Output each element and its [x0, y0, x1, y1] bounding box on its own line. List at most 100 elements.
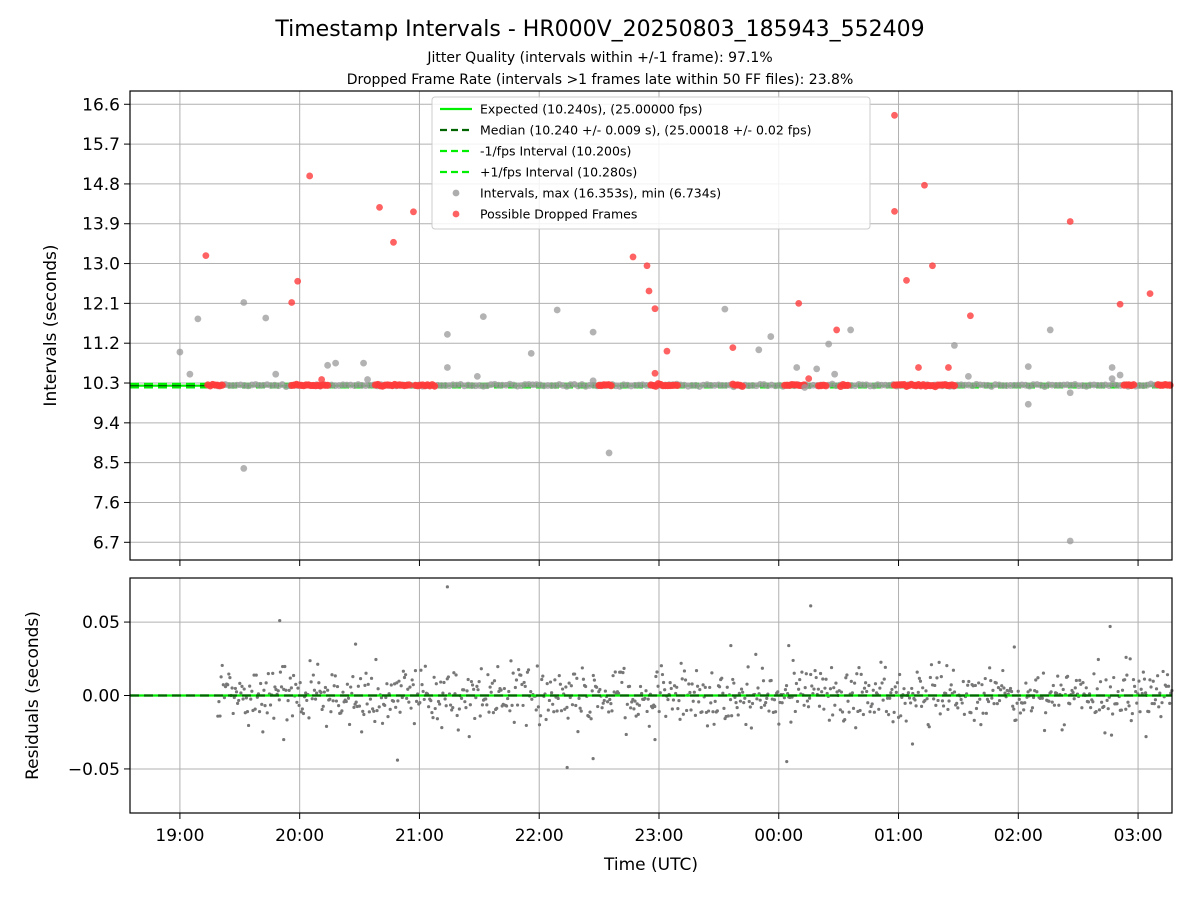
interval-point [1108, 375, 1116, 382]
residual-point [271, 671, 275, 675]
residual-point [1031, 695, 1036, 700]
residual-point [1103, 731, 1107, 735]
residual-point [1012, 707, 1016, 711]
residual-outlier-point [729, 643, 733, 648]
residual-point [1128, 657, 1132, 661]
residual-point [745, 682, 749, 686]
residual-point [1061, 687, 1065, 692]
residual-point [773, 710, 778, 714]
residual-point [726, 714, 730, 718]
residual-outlier-point [591, 757, 595, 761]
residual-point [1080, 706, 1084, 710]
residual-point [978, 697, 982, 701]
residual-point [701, 683, 705, 687]
residual-point [253, 707, 257, 711]
dropped-frame-point [376, 203, 383, 211]
residual-point [713, 699, 717, 703]
residual-point [860, 690, 864, 694]
residual-point [315, 691, 319, 695]
residual-point [868, 710, 872, 714]
residual-point [1131, 677, 1136, 682]
residual-point [911, 691, 915, 696]
residual-point [633, 699, 637, 703]
residual-point [937, 660, 941, 664]
residual-point [429, 699, 433, 703]
interval-point [324, 361, 332, 369]
residual-point [506, 696, 510, 701]
residual-point [362, 712, 366, 717]
residual-point [1028, 688, 1032, 692]
residual-point [317, 681, 321, 685]
legend-label: Median (10.240 +/- 0.009 s), (25.00018 +… [480, 123, 811, 138]
interval-point [360, 359, 367, 367]
residual-point [670, 707, 674, 711]
residual-point [855, 672, 859, 676]
dropped-frame-point [822, 382, 830, 390]
intervals-panel: 6.7 7.6 8.5 9.4 10.3 11.2 12.1 13.0 13.9 14.8 15.7… [41, 90, 1174, 566]
residual-point [831, 713, 835, 717]
intervals-y-tick-label: 7.6 [93, 493, 120, 513]
residual-point [344, 699, 348, 704]
residual-point [1047, 699, 1051, 703]
residual-point [262, 688, 266, 692]
residual-point [1137, 679, 1141, 683]
residual-point [816, 687, 820, 691]
intervals-y-tick-label: 10.3 [82, 374, 120, 394]
residual-point [865, 689, 869, 694]
residual-point [402, 675, 407, 680]
residual-point [1029, 709, 1033, 713]
residual-point [603, 689, 607, 693]
residual-point [435, 717, 440, 721]
residual-point [1057, 703, 1061, 707]
residual-point [374, 657, 378, 662]
residual-point [360, 730, 364, 734]
residual-point [345, 682, 349, 686]
residual-point [448, 703, 453, 707]
residual-point [587, 714, 591, 719]
residual-point [1151, 679, 1155, 683]
residual-point [548, 680, 553, 684]
residual-point [840, 710, 845, 714]
dropped-frame-point [805, 375, 813, 382]
residual-point [352, 705, 356, 709]
residual-point [974, 706, 979, 711]
residual-point [1026, 690, 1030, 694]
residual-point [441, 691, 445, 695]
intervals-y-tick-label: 13.9 [82, 215, 120, 235]
residual-outlier-point [278, 618, 282, 623]
residual-point [973, 683, 977, 688]
residual-point [420, 683, 424, 687]
residual-point [645, 709, 649, 714]
intervals-series [176, 299, 1124, 545]
x-tick-label: 03:00 [1114, 826, 1163, 846]
residual-point [526, 668, 531, 672]
residual-point [616, 691, 621, 695]
residual-point [772, 698, 777, 702]
residual-point [741, 690, 745, 694]
residual-point [803, 686, 807, 690]
residual-point [646, 697, 650, 701]
residual-point [1003, 691, 1007, 695]
dropped-frame-point [651, 305, 659, 313]
residual-point [977, 681, 981, 685]
residual-point [817, 704, 822, 708]
dropped-frame-point [651, 369, 659, 377]
residual-point [534, 708, 538, 712]
residual-point [758, 698, 762, 702]
residual-point [1056, 674, 1060, 678]
residual-point [1148, 678, 1152, 682]
residual-point [827, 718, 831, 722]
residual-point [883, 665, 887, 669]
residual-point [1042, 728, 1047, 733]
residual-point [613, 670, 617, 674]
residual-point [408, 685, 412, 689]
residual-point [347, 722, 352, 727]
residual-point [566, 716, 570, 720]
residual-point [227, 672, 231, 676]
residual-point [394, 705, 398, 709]
residual-point [474, 696, 478, 700]
residual-point [373, 719, 377, 724]
dropped-frame-point [431, 382, 439, 390]
residual-point [266, 671, 270, 676]
residual-point [411, 683, 415, 687]
